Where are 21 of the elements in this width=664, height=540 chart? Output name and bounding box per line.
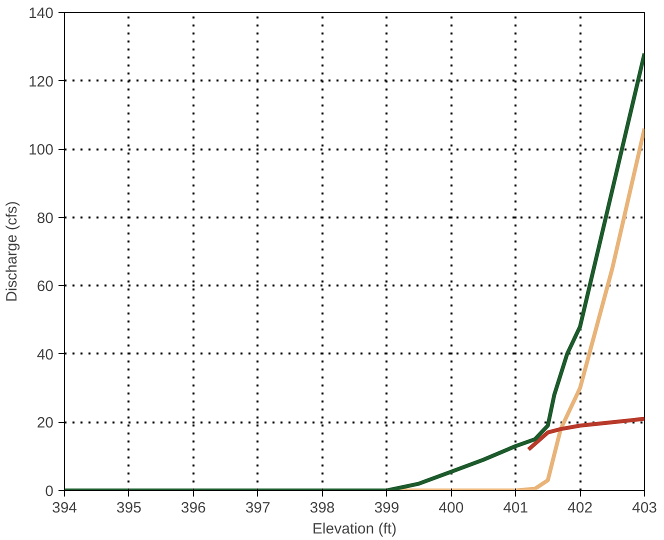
x-axis-title: Elevation (ft) xyxy=(312,520,397,538)
x-tick-label: 403 xyxy=(632,500,658,516)
y-tick-label: 100 xyxy=(28,142,54,159)
x-tick-label: 400 xyxy=(438,500,464,516)
y-tick-label: 120 xyxy=(28,73,54,90)
x-tick-label: 397 xyxy=(245,500,270,516)
y-tick-label: 40 xyxy=(36,346,54,364)
y-axis-title: Discharge (cfs) xyxy=(3,201,20,302)
x-tick-label: 398 xyxy=(310,500,335,516)
y-tick-label: 0 xyxy=(45,483,54,500)
y-tick-label: 140 xyxy=(28,5,54,22)
x-tick-label: 402 xyxy=(568,500,593,516)
x-tick-label: 395 xyxy=(116,500,142,516)
x-tick-label: 401 xyxy=(503,500,528,516)
y-tick-label: 20 xyxy=(36,414,54,432)
x-tick-label: 394 xyxy=(52,500,78,516)
x-tick-label: 399 xyxy=(374,500,400,516)
y-tick-label: 60 xyxy=(36,278,54,296)
line-series xyxy=(526,416,644,452)
x-tick-label: 396 xyxy=(180,500,206,516)
y-tick-label: 80 xyxy=(36,210,54,227)
